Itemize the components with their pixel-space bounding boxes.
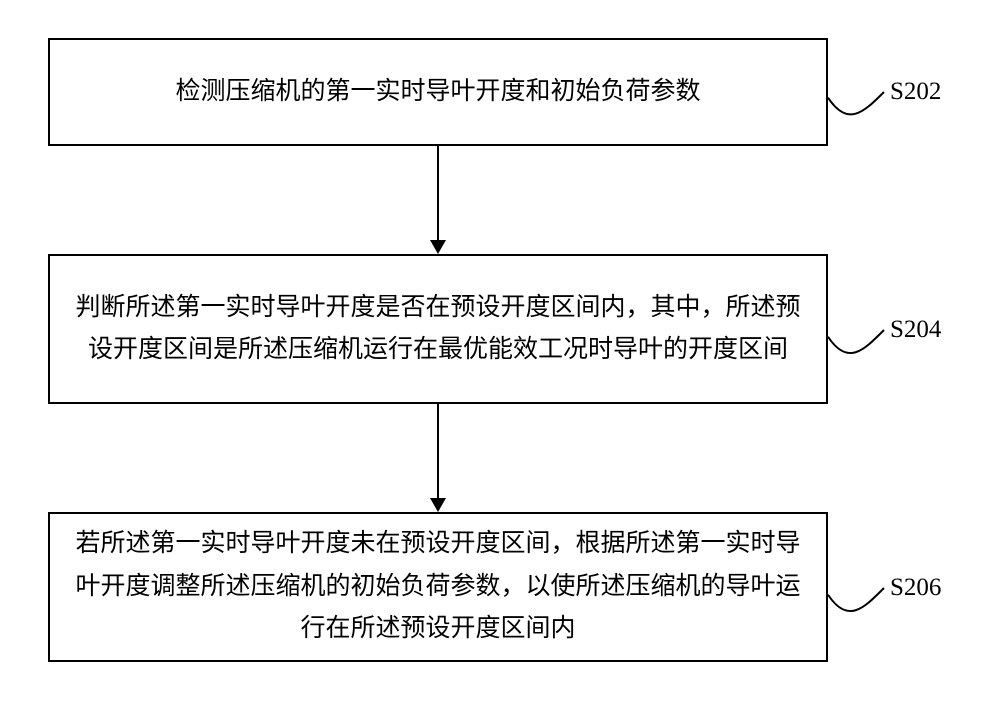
arrow-line [437,404,439,498]
flow-node-s206: 若所述第一实时导叶开度未在预设开度区间，根据所述第一实时导叶开度调整所述压缩机的… [48,512,828,662]
brace-s204 [826,298,886,369]
flow-node-text: 判断所述第一实时导叶开度是否在预设开度区间内，其中，所述预设开度区间是所述压缩机… [70,287,806,372]
step-label-s202: S202 [890,78,941,106]
flow-node-s204: 判断所述第一实时导叶开度是否在预设开度区间内，其中，所述预设开度区间是所述压缩机… [48,254,828,404]
flowchart-canvas: 检测压缩机的第一实时导叶开度和初始负荷参数 S202 判断所述第一实时导叶开度是… [0,0,1000,726]
arrow-line [437,146,439,240]
arrow-head-icon [430,498,446,512]
brace-s202 [826,60,886,130]
arrow-head-icon [430,240,446,254]
flow-node-text: 若所述第一实时导叶开度未在预设开度区间，根据所述第一实时导叶开度调整所述压缩机的… [70,523,806,651]
step-label-s204: S204 [890,316,941,344]
brace-s206 [826,556,886,627]
step-label-s206: S206 [890,574,941,602]
flow-node-s202: 检测压缩机的第一实时导叶开度和初始负荷参数 [48,38,828,146]
flow-node-text: 检测压缩机的第一实时导叶开度和初始负荷参数 [175,71,700,114]
